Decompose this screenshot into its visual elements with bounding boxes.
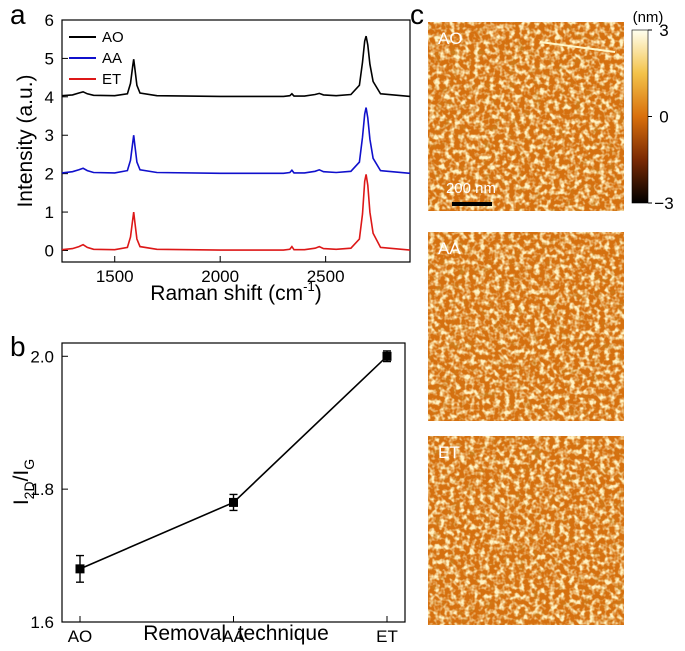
marker (229, 497, 238, 507)
scale-bar-label: 200 nm (446, 180, 496, 197)
y-axis-label-sub: G (21, 459, 37, 470)
y-axis-label-text: /I (10, 470, 33, 482)
y-axis-label-text: I (10, 499, 33, 505)
afm-images: AO AA ET 200 nm (nm) (428, 9, 663, 625)
trend-line (79, 355, 388, 570)
colorbar (631, 29, 649, 204)
colorbar-unit: (nm) (633, 9, 664, 26)
colorbar-tick-label: 3 (659, 21, 668, 40)
panel-label: a (10, 0, 26, 30)
y-tick-label: 1.8 (30, 480, 54, 499)
afm-image (428, 22, 624, 211)
y-tick-label: 1 (45, 203, 54, 222)
panel-label: b (10, 331, 26, 362)
image-label: ET (438, 443, 460, 462)
image-label: AO (438, 29, 463, 48)
y-tick-label: 5 (45, 49, 54, 68)
legend-label: AA (102, 50, 122, 67)
y-axis-label: Intensity (a.u.) (14, 74, 37, 207)
x-tick-label: AO (68, 627, 93, 646)
panel-label: c (410, 0, 424, 30)
colorbar-tick-label: −3 (654, 194, 673, 213)
x-axis-label-text: ) (315, 282, 322, 305)
marker (75, 564, 85, 574)
y-tick-label: 0 (45, 241, 54, 260)
x-tick-label: AA (222, 627, 245, 646)
y-axis-label-sub: 2D (21, 481, 37, 499)
x-axis-label: Raman shift (cm-1) (150, 279, 321, 305)
legend-label: AO (102, 29, 124, 46)
y-tick-label: 6 (45, 11, 54, 30)
afm-image (428, 232, 624, 421)
spectrum-line (61, 174, 411, 251)
y-axis-label: I2D/IG (10, 459, 37, 505)
x-axis-label-text: Raman shift (cm (150, 282, 303, 305)
y-tick-label: 1.6 (30, 613, 54, 632)
image-label: AA (438, 239, 461, 258)
x-tick-label: 2500 (307, 267, 345, 286)
x-tick-label: 1500 (96, 267, 134, 286)
y-tick-label: 4 (45, 88, 54, 107)
spectrum-line (61, 35, 411, 98)
x-tick-label: ET (376, 627, 398, 646)
afm-image (428, 436, 624, 625)
colorbar-tick-label: 0 (659, 108, 668, 127)
y-tick-label: 2.0 (30, 347, 54, 366)
spectrum-line (61, 107, 411, 175)
y-tick-label: 2 (45, 165, 54, 184)
x-axis-label: Removal technique (143, 622, 329, 645)
plot-frame (61, 19, 411, 263)
legend-label: ET (102, 71, 121, 88)
plot-frame (61, 342, 406, 623)
marker (382, 351, 392, 361)
x-tick-label: 2000 (201, 267, 239, 286)
x-axis-label-sup: -1 (303, 279, 315, 294)
y-tick-label: 3 (45, 126, 54, 145)
